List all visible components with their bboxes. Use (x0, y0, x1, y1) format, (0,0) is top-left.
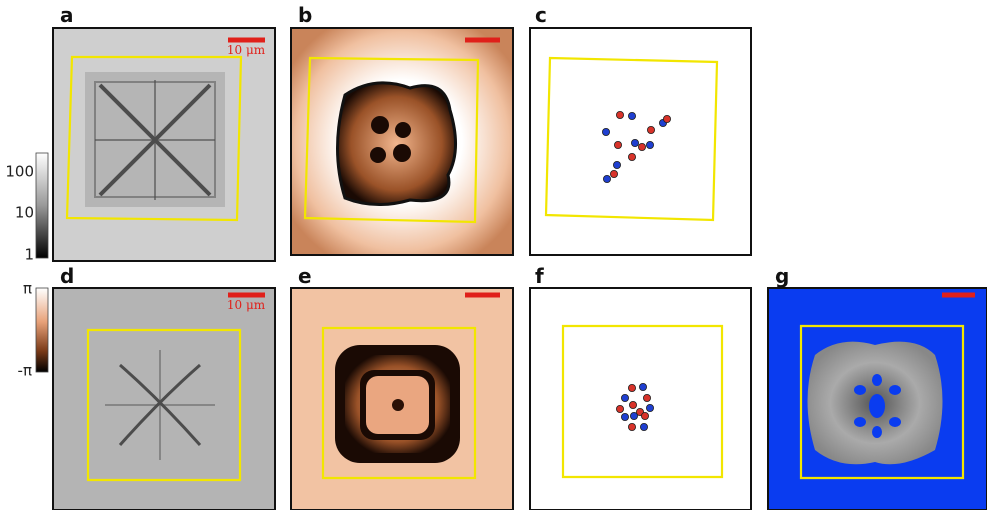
scale-bar-label: 10 μm (227, 43, 266, 57)
panel-label: e (298, 264, 312, 288)
vortex-dot-red (638, 143, 645, 150)
vortex-dot-red (616, 405, 623, 412)
vortex-dot-red (628, 423, 635, 430)
vortex-dot-red (628, 153, 635, 160)
vortex-dot-red (628, 384, 635, 391)
panel-label: a (60, 3, 74, 27)
vortex-dot-blue (613, 161, 620, 168)
vortex-dot-blue (602, 128, 609, 135)
vortex-dot-red (614, 141, 621, 148)
vortex-dot-red (641, 412, 648, 419)
vortex-dot-blue (646, 141, 653, 148)
colorbar-tick: 1 (24, 246, 34, 264)
vortex-dot-red (663, 115, 670, 122)
panel-label: c (535, 3, 547, 27)
panel-e (291, 288, 513, 510)
panel-label: g (775, 264, 789, 288)
vortex-dot-red (629, 401, 636, 408)
panel-label: d (60, 264, 74, 288)
colorbar-tick: 10 (15, 204, 34, 222)
panel-g (768, 288, 987, 510)
vortex-dot-red (610, 170, 617, 177)
vortex-dot-blue (621, 394, 628, 401)
panel-b (291, 28, 513, 255)
vortex-dot-blue (640, 423, 647, 430)
colorbar-tick: -π (18, 362, 32, 380)
panel-a (53, 28, 275, 261)
figure: 100 10 1 π -π a b c d e f g 10 μm 10 μm (0, 0, 987, 510)
vortex-dot-red (647, 126, 654, 133)
panel-label: f (535, 264, 544, 288)
scale-bar-label: 10 μm (227, 298, 266, 312)
panel-f (530, 288, 751, 510)
vortex-dot-blue (621, 413, 628, 420)
panel-d (53, 288, 275, 510)
vortex-dot-blue (628, 112, 635, 119)
colorbar-gray (36, 153, 48, 258)
vortex-dot-blue (646, 404, 653, 411)
vortex-dot-blue (631, 139, 638, 146)
panel-label: b (298, 3, 312, 27)
vortex-dot-blue (630, 412, 637, 419)
colorbar-phase (36, 288, 48, 372)
vortex-dot-blue (603, 175, 610, 182)
vortex-dot-red (616, 111, 623, 118)
vortex-dot-red (643, 394, 650, 401)
panel-c (530, 28, 751, 255)
colorbar-tick: 100 (5, 163, 34, 181)
vortex-dot-blue (639, 383, 646, 390)
colorbar-tick: π (23, 280, 32, 298)
